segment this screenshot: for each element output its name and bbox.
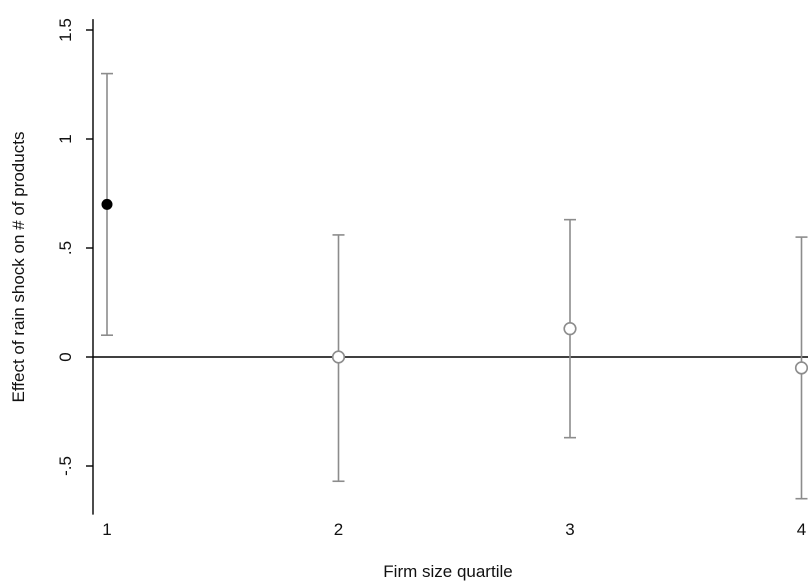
y-tick-label: 0 (56, 352, 75, 361)
estimate-point (563, 218, 577, 439)
series (101, 72, 808, 500)
y-tick-label: 1.5 (56, 18, 75, 42)
point-marker-filled (101, 198, 113, 210)
y-tick-label: 1 (56, 134, 75, 143)
x-tick-label: 1 (102, 520, 111, 539)
point-marker-hollow (331, 350, 346, 364)
y-tick-label: .5 (56, 241, 75, 255)
estimate-point (101, 72, 113, 337)
y-axis-title: Effect of rain shock on # of products (9, 132, 28, 403)
estimate-point (331, 234, 346, 483)
x-tick-label: 3 (565, 520, 574, 539)
point-marker-hollow (563, 322, 577, 336)
x-axis-title: Firm size quartile (383, 562, 512, 581)
x-tick-label: 4 (797, 520, 806, 539)
y-tick-label: -.5 (56, 456, 75, 476)
axes (92, 19, 808, 515)
x-tick-label: 2 (334, 520, 343, 539)
point-marker-hollow (794, 361, 808, 375)
estimate-point (794, 236, 808, 500)
ticks: -.5 0 .5 1 1.5 1 2 3 4 (56, 18, 806, 539)
